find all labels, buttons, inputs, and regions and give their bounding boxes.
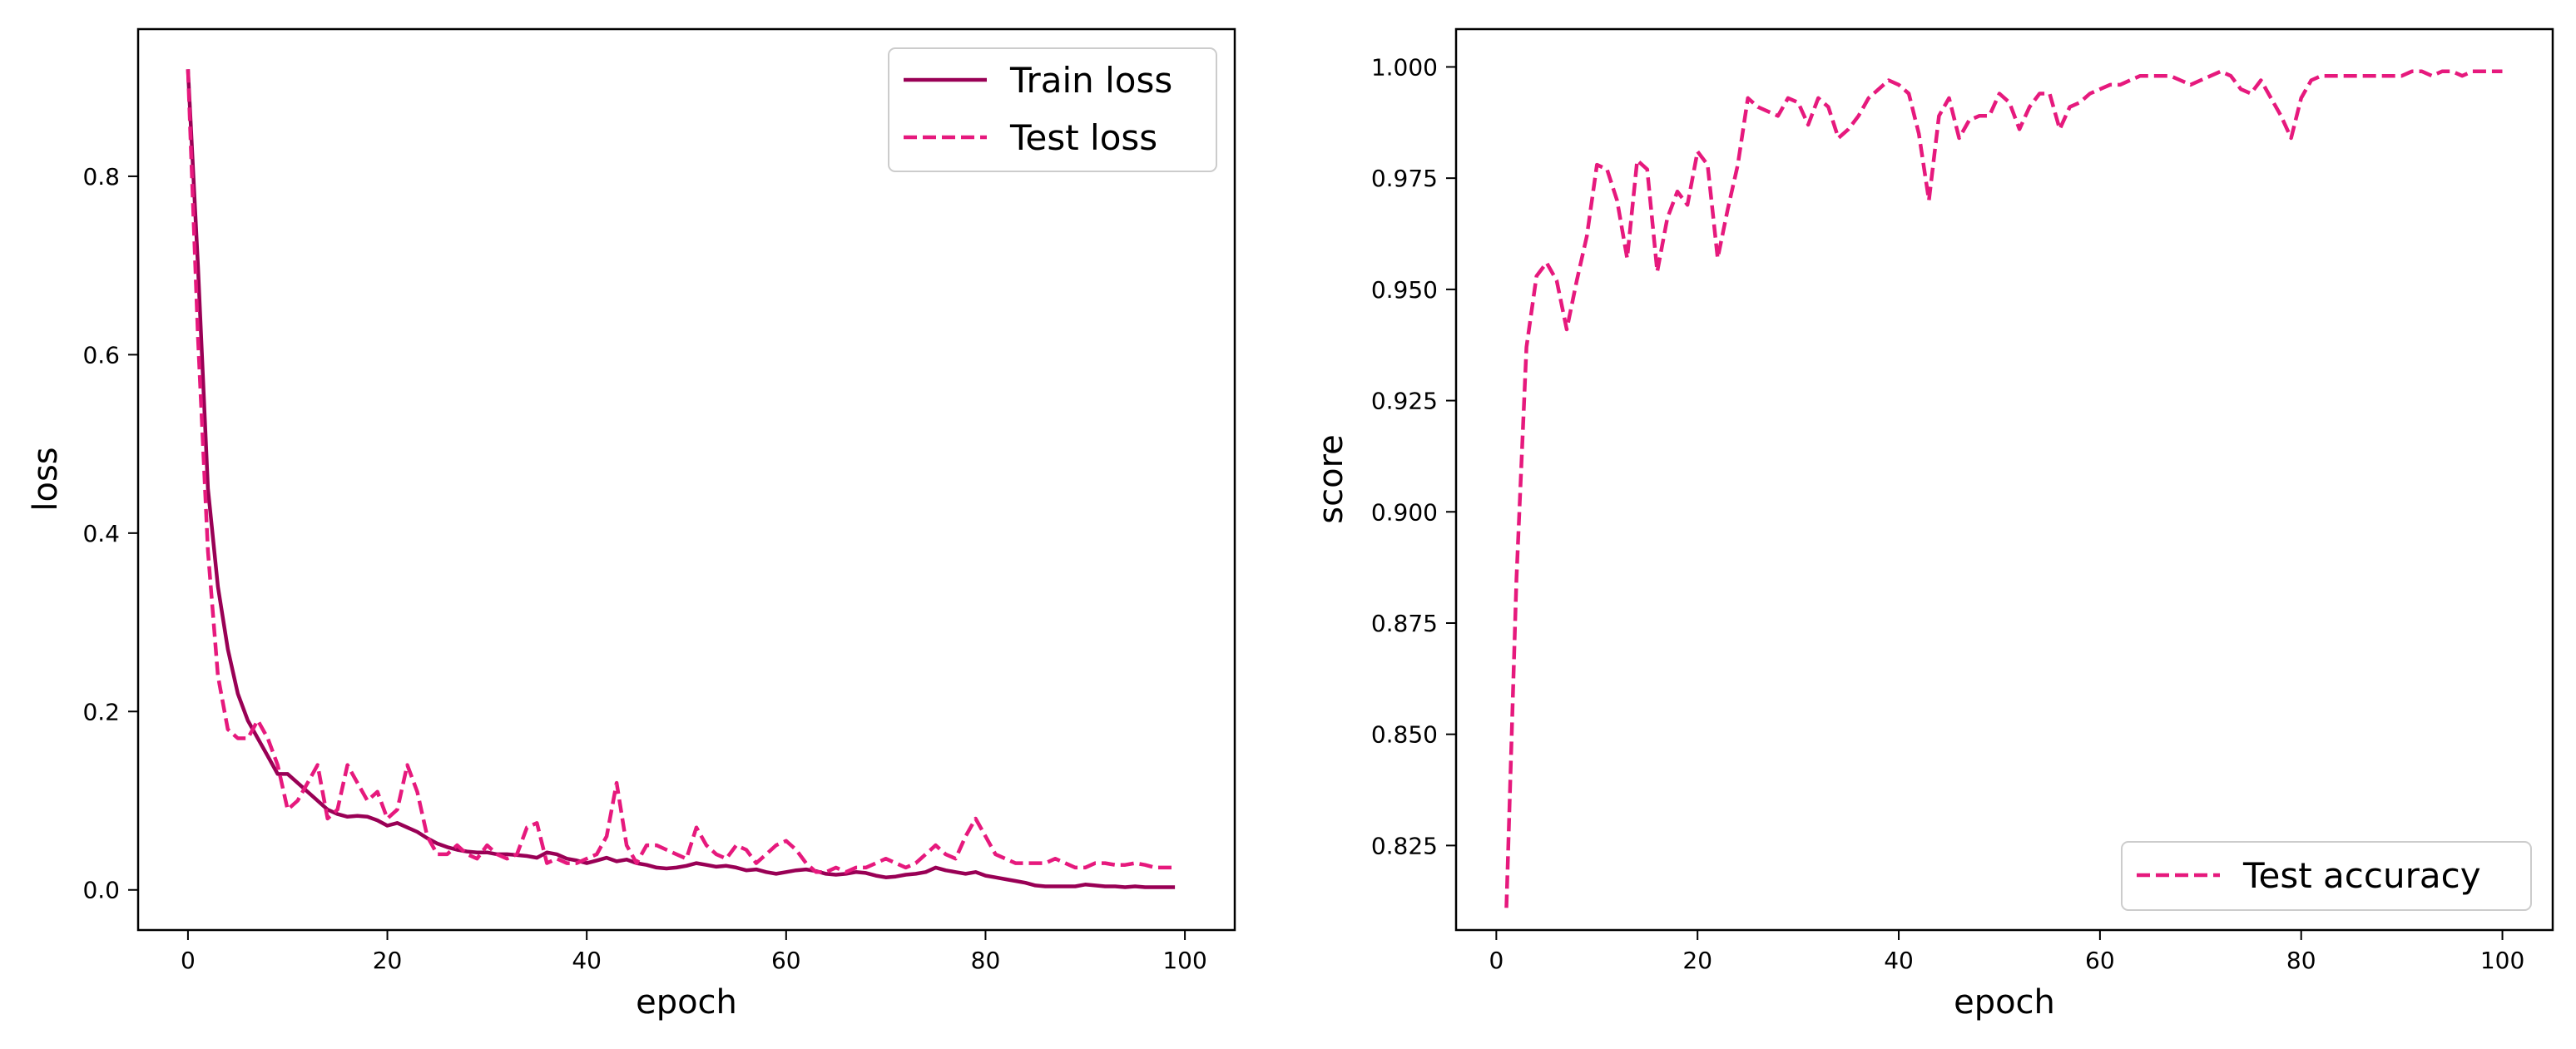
accuracy-y-tick-label: 0.925 — [1371, 388, 1438, 415]
accuracy-y-tick-label: 0.900 — [1371, 498, 1438, 526]
loss-y-tick-label: 0.2 — [82, 698, 120, 725]
accuracy-x-tick-label: 20 — [1682, 947, 1712, 974]
loss-x-tick-label: 60 — [771, 947, 801, 974]
loss-plot-area — [186, 69, 1176, 889]
accuracy-x-tick-label: 0 — [1489, 947, 1503, 974]
accuracy-legend-box — [2121, 841, 2532, 911]
loss-series-test-loss — [186, 69, 1176, 874]
accuracy-y-tick-label: 0.850 — [1371, 721, 1438, 749]
accuracy-x-tick-label: 40 — [1884, 947, 1914, 974]
loss-x-ticks: 0 20 40 60 80 100 — [181, 930, 1207, 974]
loss-chart: 0 20 40 60 80 100 0.00.20.40.60.8 epoch loss … — [27, 27, 1236, 1022]
legend-label-test-accuracy: Test accuracy — [2242, 855, 2481, 896]
accuracy-y-axis-label: score — [1312, 434, 1350, 523]
accuracy-y-tick-label: 0.975 — [1371, 165, 1438, 192]
loss-x-tick-label: 40 — [572, 947, 602, 974]
loss-x-tick-label: 20 — [373, 947, 403, 974]
loss-legend: Train loss Test loss — [888, 47, 1217, 172]
accuracy-plot-area — [1504, 69, 2503, 908]
loss-y-tick-label: 0.8 — [82, 163, 120, 191]
accuracy-x-axis-label: epoch — [1954, 983, 2055, 1022]
accuracy-x-tick-label: 100 — [2480, 947, 2524, 974]
loss-series-train-loss — [186, 69, 1176, 889]
loss-y-ticks: 0.0 0.2 0.4 0.6 0.8 — [82, 163, 138, 904]
accuracy-y-tick-label: 0.825 — [1371, 832, 1438, 859]
accuracy-legend: Test accuracy — [2121, 841, 2532, 911]
accuracy-x-tick-label: 80 — [2286, 947, 2316, 974]
loss-axes-frame — [136, 27, 1236, 932]
accuracy-x-tick-label: 60 — [2085, 947, 2115, 974]
accuracy-x-ticks: 0 20 40 60 80 100 — [1489, 930, 2524, 974]
legend-label-test-loss: Test loss — [1009, 117, 1157, 158]
loss-y-tick-label: 0.6 — [82, 341, 120, 369]
loss-x-axis-label: epoch — [636, 983, 737, 1022]
loss-y-tick-label: 0.4 — [82, 520, 120, 547]
loss-y-axis-label: loss — [27, 447, 65, 511]
accuracy-chart: 0 20 40 60 80 100 0.8250.8500.8750.9000.9250.… — [1312, 27, 2554, 1022]
accuracy-axes-frame — [1454, 27, 2554, 932]
loss-y-tick-label: 0.0 — [82, 877, 120, 904]
legend-label-train-loss: Train loss — [1009, 60, 1172, 101]
accuracy-y-ticks: 0.825 0.850 0.875 0.900 0.925 0.950 0.975 1.000 — [1371, 53, 1456, 859]
accuracy-y-tick-label: 1.000 — [1371, 53, 1438, 81]
accuracy-y-tick-label: 0.950 — [1371, 276, 1438, 304]
accuracy-y-tick-label: 0.875 — [1371, 610, 1438, 637]
loss-x-tick-label: 100 — [1162, 947, 1206, 974]
accuracy-series-test-accuracy — [1504, 69, 2503, 908]
loss-x-tick-label: 0 — [181, 947, 196, 974]
loss-x-tick-label: 80 — [971, 947, 1001, 974]
